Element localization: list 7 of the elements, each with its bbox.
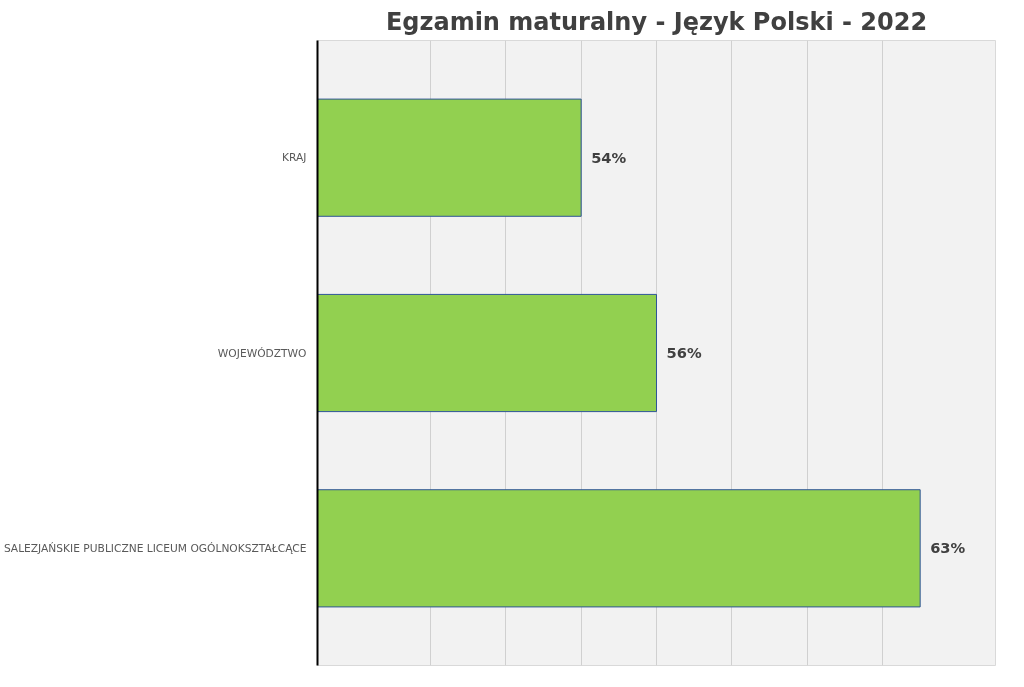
y-tick-label: WOJEWÓDZTWO	[217, 346, 307, 360]
data-label: 56%	[666, 344, 702, 361]
data-label: 63%	[930, 539, 966, 557]
y-tick-label: SALEZJAŃSKIE PUBLICZNE LICEUM OGÓLNOKSZTAŁCĄCE	[3, 541, 307, 555]
chart-title: Egzamin maturalny - Język Polski - 2022	[385, 7, 928, 36]
data-label: 54%	[591, 148, 627, 166]
y-tick-label: KRAJ	[282, 151, 307, 165]
